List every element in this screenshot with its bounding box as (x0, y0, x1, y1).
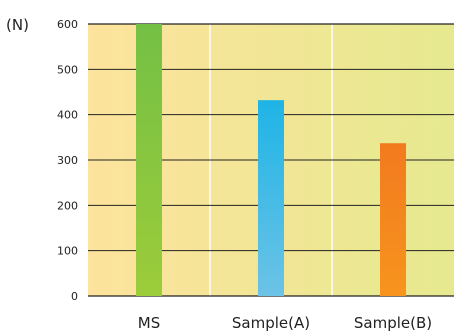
bar-sample-a (258, 100, 284, 296)
y-tick-label: 500 (57, 63, 78, 76)
x-tick-label: MS (138, 314, 160, 332)
y-axis-ticks: 0 100 200 300 400 500 600 (57, 18, 78, 303)
y-tick-label: 400 (57, 109, 78, 122)
y-tick-label: 200 (57, 199, 78, 212)
x-tick-label: Sample(A) (232, 314, 310, 332)
x-axis-ticks: MS Sample(A) Sample(B) (138, 314, 432, 332)
bar-ms (136, 24, 162, 296)
y-tick-label: 300 (57, 154, 78, 167)
y-tick-label: 100 (57, 245, 78, 258)
y-tick-label: 600 (57, 18, 78, 31)
x-tick-label: Sample(B) (354, 314, 432, 332)
y-axis-label: (N) (6, 16, 29, 34)
bar-sample-b (380, 143, 406, 296)
bars (136, 24, 406, 296)
y-tick-label: 0 (71, 290, 78, 303)
